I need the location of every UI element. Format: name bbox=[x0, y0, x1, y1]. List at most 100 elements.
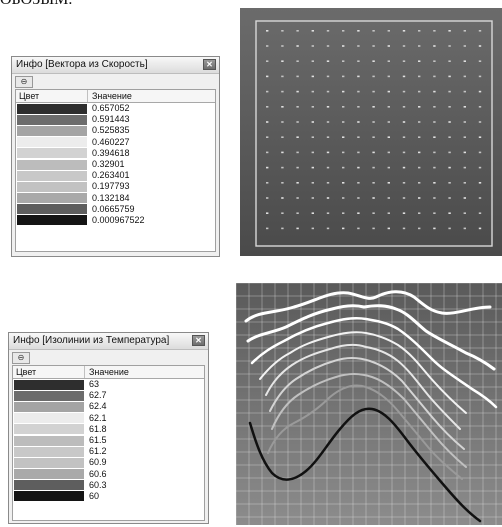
legend-row[interactable]: 60.3 bbox=[13, 480, 204, 491]
legend-row[interactable]: 62.7 bbox=[13, 390, 204, 401]
vector-dot bbox=[463, 151, 466, 154]
legend-value: 60.9 bbox=[89, 457, 107, 468]
vector-dot bbox=[418, 227, 421, 230]
vector-dot bbox=[478, 121, 482, 123]
vector-dot bbox=[296, 60, 299, 62]
vector-dot bbox=[433, 90, 436, 93]
vector-dot bbox=[311, 136, 314, 138]
legend-row[interactable]: 0.132184 bbox=[16, 193, 215, 204]
vector-dot bbox=[433, 106, 436, 108]
vector-dot bbox=[387, 30, 390, 32]
color-swatch bbox=[14, 424, 84, 435]
legend-row[interactable]: 0.460227 bbox=[16, 137, 215, 148]
vector-dot bbox=[387, 227, 390, 230]
vector-dot bbox=[281, 30, 284, 32]
vector-dot bbox=[296, 30, 299, 32]
vector-dot bbox=[266, 197, 269, 199]
legend-row[interactable]: 0.394618 bbox=[16, 148, 215, 159]
vector-dot bbox=[311, 121, 314, 123]
info-panel-isolines: Инфо [Изолинии из Температура] ✕ ⊖ Цвет … bbox=[8, 332, 209, 524]
vector-dot bbox=[463, 45, 466, 47]
legend-row[interactable]: 62.1 bbox=[13, 413, 204, 424]
vector-dot bbox=[342, 90, 345, 93]
vector-dot bbox=[478, 45, 482, 47]
vector-dot bbox=[433, 227, 436, 230]
vector-dot bbox=[433, 45, 436, 47]
legend-row[interactable]: 60.9 bbox=[13, 457, 204, 468]
vector-dot bbox=[433, 75, 436, 78]
vector-dot bbox=[342, 212, 345, 214]
close-icon[interactable]: ✕ bbox=[203, 59, 216, 70]
vector-dot bbox=[448, 121, 451, 123]
legend-value: 60.3 bbox=[89, 479, 107, 490]
legend-row[interactable]: 0.657052 bbox=[16, 103, 215, 114]
vector-dot bbox=[402, 75, 406, 78]
legend-value: 0.263401 bbox=[92, 170, 130, 181]
vector-dot bbox=[311, 182, 314, 184]
legend-table: Цвет Значение 63 62.7 62.4 62.1 61.8 61.5 61.2… bbox=[12, 365, 205, 521]
isoline bbox=[246, 304, 496, 371]
vector-dot bbox=[296, 227, 299, 230]
vector-dot bbox=[266, 75, 269, 78]
legend-row[interactable]: 0.263401 bbox=[16, 170, 215, 181]
legend-row[interactable]: 0.000967522 bbox=[16, 215, 215, 226]
legend-value: 61.5 bbox=[89, 435, 107, 446]
legend-row[interactable]: 0.32901 bbox=[16, 159, 215, 170]
legend-row[interactable]: 60 bbox=[13, 491, 204, 502]
color-swatch bbox=[17, 125, 87, 136]
vector-dot bbox=[372, 136, 375, 138]
vector-dot bbox=[478, 182, 482, 184]
color-swatch bbox=[17, 170, 87, 181]
vector-dot bbox=[463, 90, 466, 93]
vector-field-viewport[interactable] bbox=[240, 8, 502, 256]
link-icon[interactable]: ⊖ bbox=[15, 76, 33, 88]
vector-dot bbox=[281, 151, 284, 154]
vector-dot bbox=[463, 30, 466, 32]
legend-row[interactable]: 0.525835 bbox=[16, 125, 215, 136]
link-icon[interactable]: ⊖ bbox=[12, 352, 30, 364]
vector-dot bbox=[357, 151, 360, 154]
legend-row[interactable]: 61.2 bbox=[13, 446, 204, 457]
vector-dot bbox=[357, 30, 360, 32]
vector-dot bbox=[418, 75, 421, 78]
vector-dot bbox=[311, 75, 314, 78]
vector-dot bbox=[418, 45, 421, 47]
vector-dot bbox=[296, 136, 299, 138]
color-swatch bbox=[17, 215, 87, 226]
isoline-viewport[interactable] bbox=[236, 283, 502, 525]
vector-dot bbox=[418, 182, 421, 184]
color-swatch bbox=[14, 469, 84, 480]
legend-row[interactable]: 0.197793 bbox=[16, 181, 215, 192]
vector-dot bbox=[402, 121, 406, 123]
isoline bbox=[248, 407, 482, 523]
column-header-value: Значение bbox=[89, 367, 129, 377]
vector-dot bbox=[387, 136, 390, 138]
close-icon[interactable]: ✕ bbox=[192, 335, 205, 346]
legend-row[interactable]: 62.4 bbox=[13, 401, 204, 412]
legend-row[interactable]: 63 bbox=[13, 379, 204, 390]
legend-row[interactable]: 0.591443 bbox=[16, 114, 215, 125]
legend-row[interactable]: 0.0665759 bbox=[16, 204, 215, 215]
vector-dot bbox=[448, 136, 451, 138]
color-swatch bbox=[17, 137, 87, 148]
vector-dot bbox=[418, 60, 421, 62]
legend-row[interactable]: 60.6 bbox=[13, 469, 204, 480]
vector-dot bbox=[402, 166, 406, 169]
legend-value: 62.7 bbox=[89, 390, 107, 401]
vector-dot bbox=[433, 30, 436, 32]
vector-dot bbox=[478, 136, 482, 138]
vector-dot bbox=[281, 45, 284, 47]
vector-dot bbox=[387, 166, 390, 169]
isoline-plot bbox=[236, 283, 502, 525]
vector-dot bbox=[478, 227, 482, 230]
vector-dot bbox=[463, 197, 466, 199]
vector-dot bbox=[311, 151, 314, 154]
legend-row[interactable]: 61.5 bbox=[13, 435, 204, 446]
legend-row[interactable]: 61.8 bbox=[13, 424, 204, 435]
legend-value: 63 bbox=[89, 379, 100, 390]
panel-title-bar: Инфо [Вектора из Скорость] ✕ bbox=[12, 57, 219, 74]
legend-value: 0.0665759 bbox=[92, 203, 135, 214]
vector-dot bbox=[342, 30, 345, 32]
legend-value: 0.525835 bbox=[92, 125, 130, 136]
vector-dot bbox=[326, 121, 330, 123]
